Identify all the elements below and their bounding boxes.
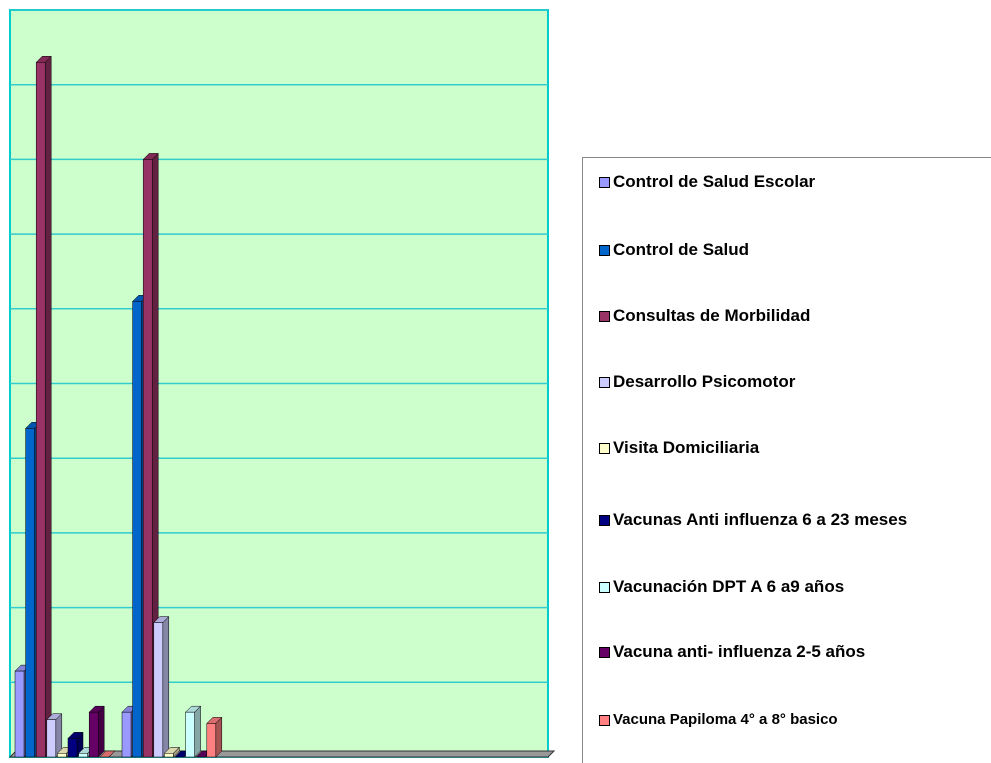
bar-side	[215, 716, 223, 758]
legend-label: Vacunas Anti influenza 6 a 23 meses	[613, 510, 908, 529]
legend-label: Vacunación DPT A 6 a9 años	[613, 577, 845, 596]
legend-swatch	[599, 515, 610, 526]
legend-label: Vacuna anti- influenza 2-5 años	[613, 642, 866, 661]
legend-swatch	[599, 443, 610, 454]
legend-item: Control de Salud Escolar	[597, 169, 991, 195]
bar	[88, 711, 99, 758]
bar	[164, 753, 174, 758]
bar-side	[194, 705, 201, 758]
legend-label: Vacuna Papiloma 4° a 8° basico	[613, 711, 838, 728]
legend-label: Control de Salud Escolar	[613, 172, 816, 191]
legend-item: Visita Domiciliaria	[597, 435, 991, 461]
legend: Control de Salud Escolar Control de Salud…	[582, 157, 991, 763]
bar	[206, 723, 217, 758]
legend-swatch	[599, 377, 610, 388]
bar	[57, 753, 67, 758]
legend-label: Control de Salud	[613, 240, 749, 259]
bar	[67, 738, 78, 758]
legend-swatch	[599, 177, 610, 188]
bar	[185, 711, 195, 758]
legend-swatch	[599, 582, 610, 593]
legend-swatch	[599, 245, 610, 256]
legend-label: Desarrollo Psicomotor	[613, 372, 796, 391]
legend-item: Vacuna Papiloma 4° a 8° basico	[597, 707, 991, 733]
bar	[14, 670, 25, 758]
bar	[132, 301, 142, 758]
bar	[25, 428, 35, 758]
bar-side	[44, 55, 52, 758]
bar	[121, 711, 132, 758]
legend-item: Control de Salud	[597, 237, 991, 263]
chart	[8, 9, 556, 758]
bar-side	[162, 615, 170, 758]
legend-swatch	[599, 647, 610, 658]
legend-item: Vacunas Anti influenza 6 a 23 meses	[597, 507, 991, 533]
legend-item: Vacunación DPT A 6 a9 años	[597, 574, 991, 600]
legend-label: Consultas de Morbilidad	[613, 306, 811, 325]
bar	[46, 719, 57, 758]
bar	[142, 159, 153, 758]
bar	[78, 753, 88, 758]
legend-item: Vacuna anti- influenza 2-5 años	[597, 639, 991, 665]
bar-top	[99, 750, 116, 758]
legend-item: Desarrollo Psicomotor	[597, 369, 991, 395]
bar	[35, 62, 46, 758]
legend-swatch	[599, 311, 610, 322]
legend-label: Visita Domiciliaria	[613, 438, 760, 457]
bar-side	[97, 705, 105, 758]
bar	[153, 622, 164, 758]
legend-item: Consultas de Morbilidad	[597, 303, 991, 329]
legend-swatch	[599, 715, 610, 726]
